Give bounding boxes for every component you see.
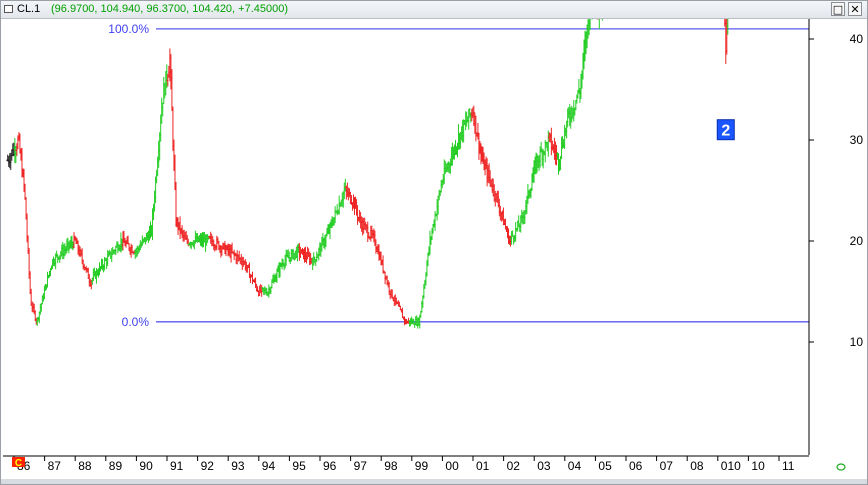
price-chart[interactable]: 0.0%100.0%161.8%261.8%423.6% 12 10203040… xyxy=(1,19,867,479)
wave-markers: 12 xyxy=(716,119,735,141)
time-tick-label: 96 xyxy=(323,459,337,473)
chart-window-icon xyxy=(4,5,13,13)
time-tick-label: 03 xyxy=(537,459,551,473)
horizontal-scrollbar[interactable] xyxy=(1,479,867,484)
time-tick-label: 88 xyxy=(78,459,92,473)
time-tick-label: 90 xyxy=(139,459,153,473)
time-tick-label: 01 xyxy=(476,459,490,473)
price-tick-label: 30 xyxy=(850,133,864,147)
price-axis: 1020304050607080901001101201301401501601… xyxy=(808,19,864,455)
time-tick-label: 00 xyxy=(445,459,459,473)
time-tick-label: 07 xyxy=(660,459,674,473)
time-tick-label: 91 xyxy=(170,459,184,473)
time-axis: 8687888990919293949596979899000102030405… xyxy=(3,455,846,473)
fib-label: 0.0% xyxy=(122,315,150,329)
time-tick-label: 98 xyxy=(384,459,398,473)
corner-badge xyxy=(12,457,25,467)
fibonacci-lines: 0.0%100.0%161.8%261.8%423.6% xyxy=(108,22,809,329)
time-tick-label: 04 xyxy=(568,459,582,473)
time-tick-label: 92 xyxy=(201,459,215,473)
time-tick-label: 010 xyxy=(721,459,741,473)
time-tick-label: 99 xyxy=(415,459,429,473)
time-tick-label: 11 xyxy=(782,459,795,473)
time-tick-label: 97 xyxy=(354,459,368,473)
price-bars xyxy=(6,19,729,329)
time-tick-label: 10 xyxy=(751,459,765,473)
time-tick-label: 08 xyxy=(690,459,704,473)
time-tick-label: 87 xyxy=(48,459,62,473)
time-tick-label: 89 xyxy=(109,459,123,473)
time-tick-label: 05 xyxy=(598,459,612,473)
price-tick-label: 40 xyxy=(850,32,864,46)
wave-marker-box xyxy=(716,119,735,141)
time-tick-label: 95 xyxy=(292,459,306,473)
status-indicator-icon xyxy=(836,463,846,471)
time-tick-label: 06 xyxy=(629,459,643,473)
time-tick-label: 94 xyxy=(262,459,276,473)
quote-readout: (96.9700, 104.940, 96.3700, 104.420, +7.… xyxy=(51,3,289,15)
time-tick-label: 93 xyxy=(231,459,245,473)
title-bar: CL.1 (96.9700, 104.940, 96.3700, 104.420… xyxy=(1,1,867,19)
close-button[interactable]: ✕ xyxy=(848,2,862,16)
price-tick-label: 10 xyxy=(850,335,864,349)
corner-badge-label: C xyxy=(15,458,22,469)
time-tick-label: 02 xyxy=(507,459,521,473)
wave-marker-label: 2 xyxy=(721,123,730,140)
price-tick-label: 20 xyxy=(850,234,864,248)
symbol-label: CL.1 xyxy=(17,3,41,15)
fib-label: 100.0% xyxy=(108,22,149,36)
restore-button[interactable]: □ xyxy=(831,2,845,16)
